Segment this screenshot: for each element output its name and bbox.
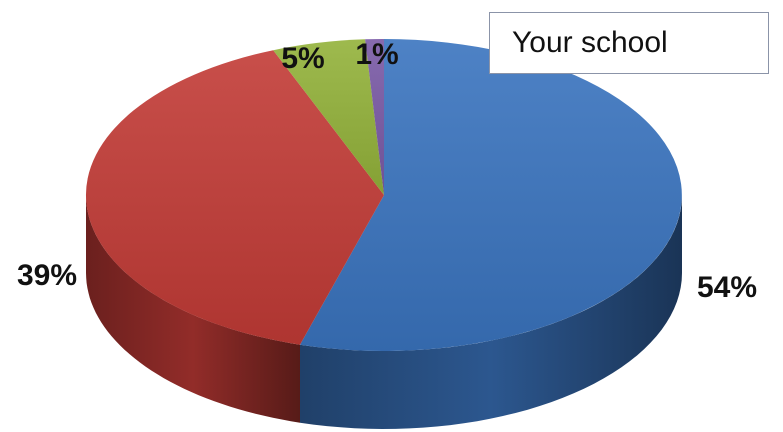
data-label-slice-4: 1% bbox=[355, 38, 398, 71]
legend: Your school bbox=[489, 12, 769, 74]
pie-top-faces bbox=[85, 38, 682, 351]
data-label-slice-1: 54% bbox=[697, 271, 757, 304]
data-label-slice-3: 5% bbox=[281, 42, 324, 75]
pie-slice-shading-1 bbox=[300, 39, 682, 351]
pie-slice-side-1 bbox=[300, 195, 682, 429]
pie-side-walls bbox=[86, 195, 682, 429]
data-label-slice-2: 39% bbox=[17, 259, 77, 292]
legend-label: Your school bbox=[512, 26, 668, 59]
pie-slice-side-2 bbox=[86, 195, 300, 423]
pie-data-labels: 54% 39% 5% 1% bbox=[17, 38, 757, 304]
pie-slice-shading-3 bbox=[273, 39, 384, 195]
pie-slice-shading-2 bbox=[85, 50, 384, 345]
pie-slice-shading-4 bbox=[365, 38, 384, 195]
